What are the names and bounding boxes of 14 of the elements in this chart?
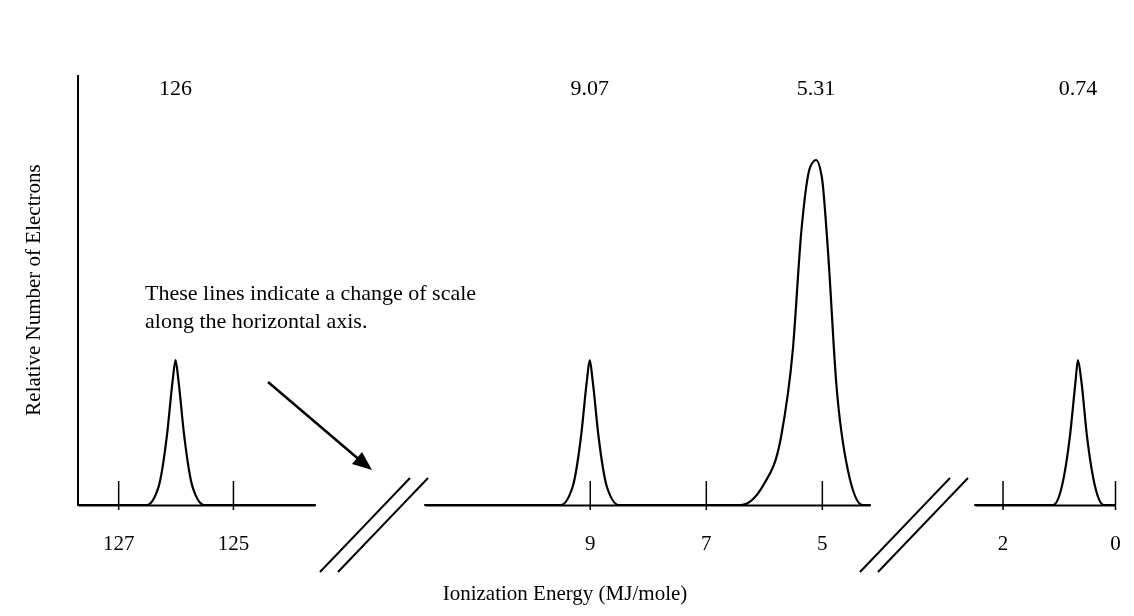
text: 5.31 <box>796 75 836 100</box>
x-tick-label: 127 <box>102 530 135 555</box>
text: 9.07 <box>570 75 610 100</box>
x-tick-label: 7 <box>701 530 712 555</box>
x-tick-label: 0 <box>1110 530 1121 555</box>
annotation: These lines indicate a change of scale along the horizontal axis. <box>145 280 477 333</box>
x-tick-label: 125 <box>217 530 250 555</box>
text: 126 <box>159 75 193 100</box>
x-tick-label: 2 <box>997 530 1009 555</box>
x-tick-label: 9 <box>585 530 596 555</box>
x-axis-title: Ionization Energy (MJ/mole) <box>442 581 688 605</box>
y-axis-title: Relative Number of Electrons <box>21 164 45 416</box>
x-tick-label: 5 <box>817 530 828 555</box>
text: 0.74 <box>1058 75 1098 100</box>
